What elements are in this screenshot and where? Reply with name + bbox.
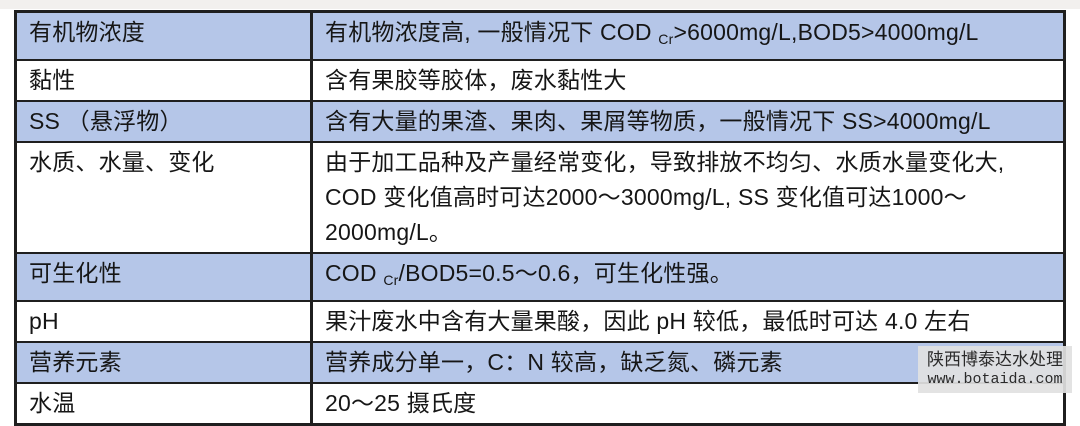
subscript-text: Cr (658, 31, 674, 47)
term-cell: pH (17, 302, 313, 341)
table-row: 营养元素 营养成分单一，C：N 较高，缺乏氮、磷元素 (17, 341, 1063, 382)
term-cell: 水质、水量、变化 (17, 143, 313, 252)
table-row: 可生化性 COD Cr/BOD5=0.5～0.6，可生化性强。 (17, 252, 1063, 300)
description-text: 含有大量的果渣、果肉、果屑等物质，一般情况下 SS>4000mg/L (325, 108, 991, 134)
description-text: >6000mg/L,BOD5>4000mg/L (673, 19, 979, 45)
table-row: 有机物浓度 有机物浓度高, 一般情况下 COD Cr>6000mg/L,BOD5>… (17, 13, 1063, 59)
description-cell: 20～25 摄氏度 (313, 384, 1063, 423)
description-cell: 果汁废水中含有大量果酸，因此 pH 较低，最低时可达 4.0 左右 (313, 302, 1063, 341)
description-text: 果汁废水中含有大量果酸，因此 pH 较低，最低时可达 4.0 左右 (325, 308, 971, 334)
page-top-strip (0, 0, 1080, 9)
term-cell: 有机物浓度 (17, 13, 313, 59)
description-cell: 有机物浓度高, 一般情况下 COD Cr>6000mg/L,BOD5>4000m… (313, 13, 1063, 59)
description-cell: COD Cr/BOD5=0.5～0.6，可生化性强。 (313, 254, 1063, 300)
description-text: 20～25 摄氏度 (325, 390, 477, 416)
watermark-company-name: 陕西博泰达水处理 (927, 350, 1063, 369)
description-text: 有机物浓度高, 一般情况下 COD (325, 19, 659, 45)
table-row: pH 果汁废水中含有大量果酸，因此 pH 较低，最低时可达 4.0 左右 (17, 300, 1063, 341)
table-row: 水温 20～25 摄氏度 (17, 382, 1063, 423)
table-row: SS （悬浮物） 含有大量的果渣、果肉、果屑等物质，一般情况下 SS>4000mg… (17, 100, 1063, 141)
term-cell: 营养元素 (17, 343, 313, 382)
subscript-text: Cr (383, 272, 399, 288)
term-cell: 可生化性 (17, 254, 313, 300)
description-cell: 含有果胶等胶体，废水黏性大 (313, 61, 1063, 100)
wastewater-characteristics-table: 有机物浓度 有机物浓度高, 一般情况下 COD Cr>6000mg/L,BOD5>… (14, 10, 1066, 426)
term-cell: 黏性 (17, 61, 313, 100)
description-text: 营养成分单一，C：N 较高，缺乏氮、磷元素 (325, 349, 783, 375)
term-cell: SS （悬浮物） (17, 102, 313, 141)
description-text: /BOD5=0.5～0.6，可生化性强。 (398, 260, 733, 286)
description-text: COD (325, 260, 384, 286)
description-cell: 含有大量的果渣、果肉、果屑等物质，一般情况下 SS>4000mg/L (313, 102, 1063, 141)
description-cell: 营养成分单一，C：N 较高，缺乏氮、磷元素 (313, 343, 1063, 382)
description-text: 含有果胶等胶体，废水黏性大 (325, 67, 627, 93)
watermark: 陕西博泰达水处理 www.botaida.com (918, 346, 1072, 393)
description-text: 由于加工品种及产量经常变化，导致排放不均匀、水质水量变化大, COD 变化值高时… (325, 149, 1005, 245)
term-cell: 水温 (17, 384, 313, 423)
table-row: 黏性 含有果胶等胶体，废水黏性大 (17, 59, 1063, 100)
table-row: 水质、水量、变化 由于加工品种及产量经常变化，导致排放不均匀、水质水量变化大, C… (17, 141, 1063, 252)
watermark-website-url: www.botaida.com (927, 371, 1063, 388)
description-cell: 由于加工品种及产量经常变化，导致排放不均匀、水质水量变化大, COD 变化值高时… (313, 143, 1063, 252)
